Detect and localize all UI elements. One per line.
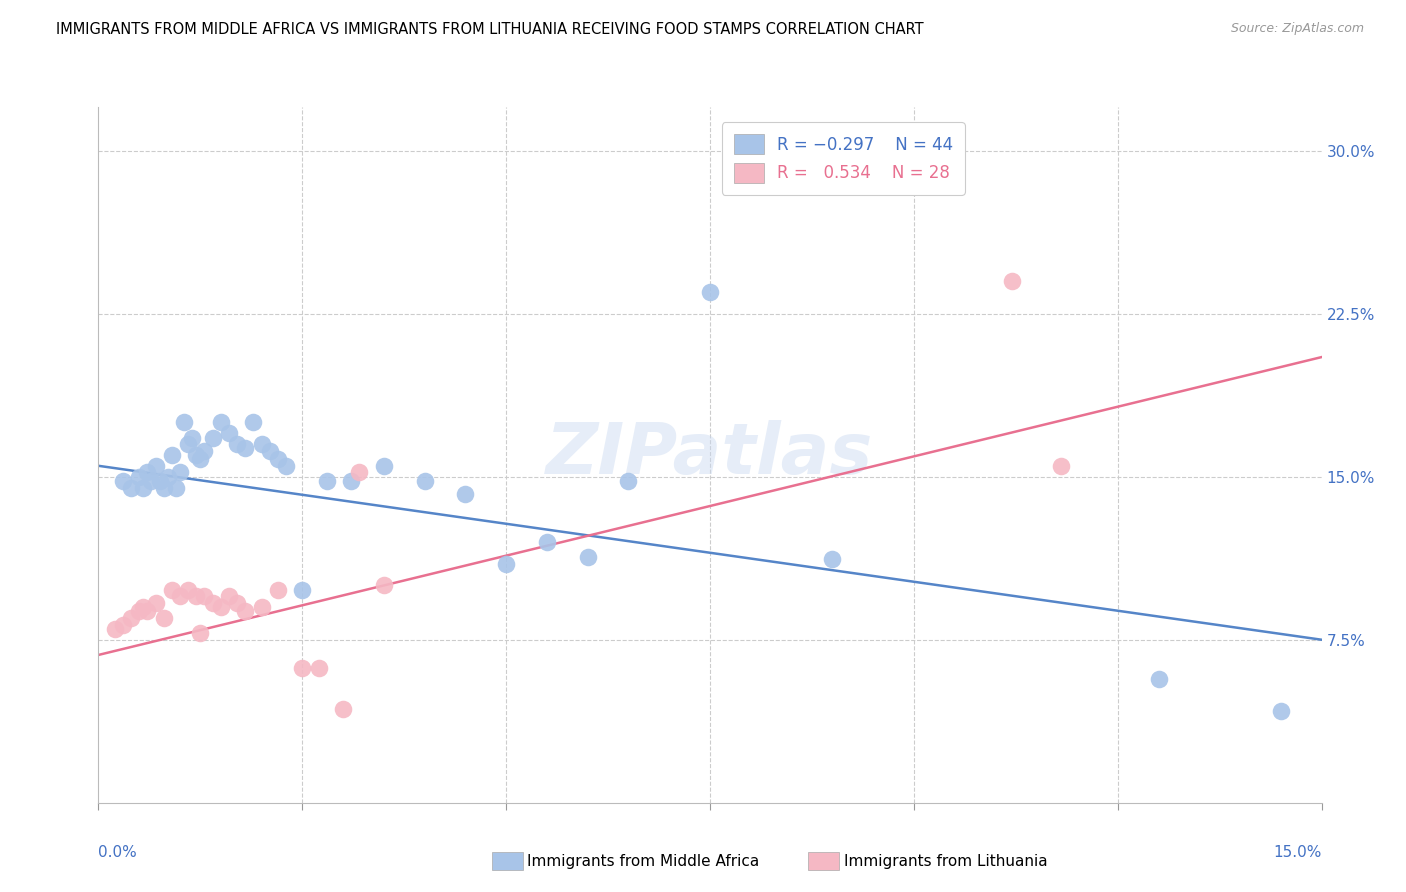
Point	[181, 431, 204, 445]
Text: ZIPatlas: ZIPatlas	[547, 420, 873, 490]
Point	[188, 452, 212, 467]
Text: Immigrants from Middle Africa: Immigrants from Middle Africa	[527, 855, 759, 869]
Point	[104, 622, 127, 636]
Point	[250, 600, 273, 615]
Text: Immigrants from Lithuania: Immigrants from Lithuania	[844, 855, 1047, 869]
Point	[1049, 458, 1071, 473]
Point	[218, 589, 240, 603]
Point	[1001, 274, 1024, 288]
Point	[315, 474, 337, 488]
Point	[308, 661, 330, 675]
Point	[173, 415, 195, 429]
Point	[903, 176, 925, 190]
Point	[699, 285, 721, 299]
Point	[373, 578, 395, 592]
Point	[291, 661, 314, 675]
Text: 15.0%: 15.0%	[1274, 845, 1322, 860]
Point	[274, 458, 297, 473]
Point	[132, 481, 155, 495]
Point	[233, 605, 256, 619]
Point	[291, 582, 314, 597]
Point	[120, 481, 142, 495]
Point	[145, 596, 167, 610]
Point	[111, 617, 134, 632]
Point	[226, 437, 249, 451]
Point	[576, 550, 599, 565]
Point	[267, 582, 290, 597]
Point	[160, 582, 183, 597]
Point	[111, 474, 134, 488]
Point	[233, 442, 256, 456]
Legend: R = −0.297    N = 44, R =   0.534    N = 28: R = −0.297 N = 44, R = 0.534 N = 28	[721, 122, 965, 194]
Point	[169, 589, 191, 603]
Point	[186, 448, 208, 462]
Point	[132, 600, 155, 615]
Point	[152, 611, 174, 625]
Point	[160, 448, 183, 462]
Text: 0.0%: 0.0%	[98, 845, 138, 860]
Point	[1270, 705, 1292, 719]
Point	[120, 611, 142, 625]
Point	[177, 582, 200, 597]
Point	[149, 474, 172, 488]
Text: Source: ZipAtlas.com: Source: ZipAtlas.com	[1230, 22, 1364, 36]
Point	[340, 474, 363, 488]
Point	[169, 466, 191, 480]
Point	[186, 589, 208, 603]
Point	[1147, 672, 1170, 686]
Point	[136, 605, 159, 619]
Point	[226, 596, 249, 610]
Point	[259, 443, 281, 458]
Point	[156, 469, 179, 483]
Point	[250, 437, 273, 451]
Point	[267, 452, 290, 467]
Point	[165, 481, 187, 495]
Point	[821, 552, 844, 566]
Point	[536, 535, 558, 549]
Point	[349, 466, 371, 480]
Point	[128, 469, 150, 483]
Point	[141, 474, 163, 488]
Point	[413, 474, 436, 488]
Point	[332, 702, 354, 716]
Point	[218, 426, 240, 441]
Point	[495, 557, 517, 571]
Point	[209, 600, 232, 615]
Point	[177, 437, 200, 451]
Point	[201, 596, 224, 610]
Point	[145, 458, 167, 473]
Point	[188, 626, 212, 640]
Point	[617, 474, 640, 488]
Point	[152, 481, 174, 495]
Point	[136, 466, 159, 480]
Point	[209, 415, 232, 429]
Point	[373, 458, 395, 473]
Text: IMMIGRANTS FROM MIDDLE AFRICA VS IMMIGRANTS FROM LITHUANIA RECEIVING FOOD STAMPS: IMMIGRANTS FROM MIDDLE AFRICA VS IMMIGRA…	[56, 22, 924, 37]
Point	[193, 589, 215, 603]
Point	[193, 443, 215, 458]
Point	[242, 415, 264, 429]
Point	[201, 431, 224, 445]
Point	[128, 605, 150, 619]
Point	[454, 487, 477, 501]
